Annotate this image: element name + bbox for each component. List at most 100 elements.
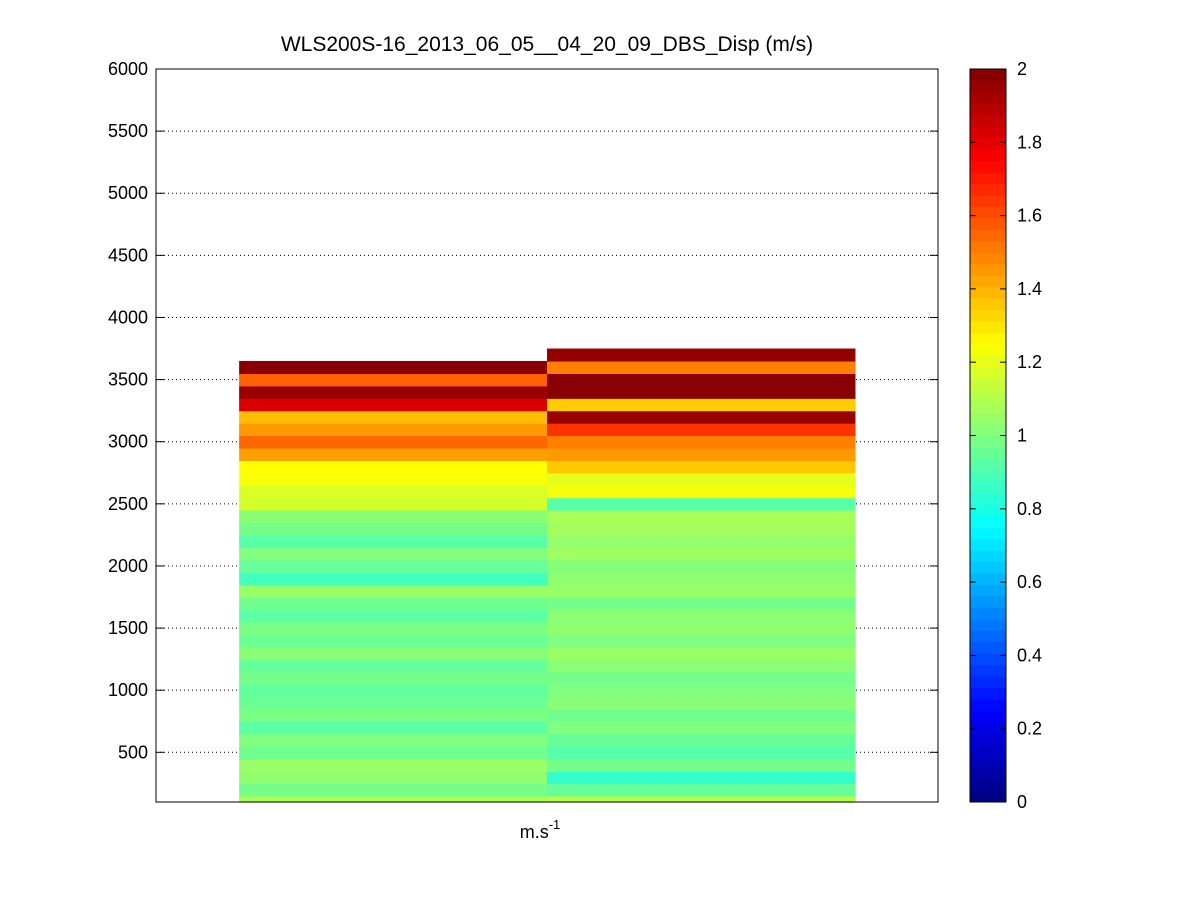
colorbar: 0 0.2 0.4 0.6 0.8 1 1.2 1.4 1.6 1.8 2: [969, 59, 1042, 812]
colorbar-segment: [970, 332, 1006, 345]
y-tick-label: 4000: [108, 307, 148, 327]
colorbar-segment: [970, 698, 1006, 711]
heatmap-cell: [547, 671, 856, 685]
colorbar-segment: [970, 504, 1006, 517]
colorbar-segment: [970, 779, 1006, 792]
colorbar-segment: [970, 618, 1006, 631]
colorbar-segment: [970, 458, 1006, 471]
colorbar-segment: [970, 172, 1006, 185]
colorbar-tick-label: 1.8: [1017, 132, 1042, 152]
heatmap-cell: [239, 584, 548, 598]
colorbar-segment: [970, 183, 1006, 196]
heatmap-cell: [547, 683, 856, 697]
colorbar-segment: [970, 721, 1006, 734]
colorbar-segment: [970, 584, 1006, 597]
colorbar-segment: [970, 572, 1006, 585]
heatmap-cell: [239, 460, 548, 474]
colorbar-tick-label: 1.2: [1017, 352, 1042, 372]
heatmap-cell: [239, 547, 548, 561]
heatmap-cell: [547, 510, 856, 524]
heatmap-cell: [547, 584, 856, 598]
colorbar-segment: [970, 515, 1006, 528]
heatmap-cell: [239, 721, 548, 735]
x-axis-label-base: m.s: [520, 822, 549, 842]
colorbar-segment: [970, 137, 1006, 150]
colorbar-segment: [970, 389, 1006, 402]
heatmap-cell: [239, 410, 548, 424]
x-axis-label-exponent: -1: [549, 817, 561, 832]
heatmap-cell: [239, 597, 548, 611]
colorbar-segment: [970, 492, 1006, 505]
heatmap-cell: [239, 621, 548, 635]
heatmap-cell: [239, 510, 548, 524]
colorbar-segment: [970, 286, 1006, 299]
y-tick-label: 5000: [108, 183, 148, 203]
colorbar-segment: [970, 676, 1006, 688]
colorbar-segment: [970, 275, 1006, 288]
colorbar-segment: [970, 744, 1006, 757]
colorbar-segment: [970, 263, 1006, 276]
heatmap-cell: [547, 485, 856, 499]
heatmap-cell: [239, 659, 548, 673]
colorbar-segment: [970, 412, 1006, 425]
colorbar-segment: [970, 733, 1006, 746]
heatmap-cell: [547, 646, 856, 660]
heatmap-cell: [239, 385, 548, 399]
heatmap-cell: [239, 472, 548, 486]
heatmap-cell: [547, 447, 856, 461]
heatmap-cell: [239, 522, 548, 536]
colorbar-tick-label: 1.6: [1017, 206, 1042, 226]
colorbar-segment: [970, 366, 1006, 379]
y-tick-label: 500: [118, 742, 148, 762]
colorbar-tick-label: 0.6: [1017, 572, 1042, 592]
y-tick-label: 1000: [108, 680, 148, 700]
heatmap-cell: [239, 360, 548, 374]
colorbar-segment: [970, 630, 1006, 643]
heatmap-cell: [239, 572, 548, 586]
heatmap-cell: [547, 398, 856, 412]
heatmap-cell: [547, 373, 856, 387]
heatmap-cell: [547, 572, 856, 586]
x-axis-label: m.s-1: [520, 817, 561, 842]
heatmap-cell: [547, 385, 856, 399]
plot-frame: [155, 68, 939, 803]
heatmap-cell: [547, 522, 856, 536]
heatmap-cell: [547, 472, 856, 486]
heatmap-cell: [239, 696, 548, 710]
colorbar-segment: [970, 160, 1006, 173]
heatmap-cell: [239, 485, 548, 499]
heatmap-cell: [239, 683, 548, 697]
colorbar-segment: [970, 320, 1006, 333]
heatmap-cell: [547, 435, 856, 449]
colorbar-segment: [970, 91, 1006, 104]
heatmap-cell: [239, 733, 548, 747]
heatmap-cell: [547, 795, 856, 803]
heatmap-cell: [547, 721, 856, 735]
heatmap-cell: [547, 634, 856, 648]
plot-area: 500 1000 1500 2000 2500 3000 3500 4000 4500 5000 5…: [108, 59, 939, 803]
colorbar-segment: [970, 790, 1006, 803]
colorbar-segment: [970, 343, 1006, 356]
colorbar-segment: [970, 687, 1006, 700]
y-tick-label: 2000: [108, 556, 148, 576]
heatmap-cell: [239, 708, 548, 722]
heatmap-cell: [547, 423, 856, 437]
heatmap-cell: [547, 547, 856, 561]
colorbar-segment: [970, 80, 1006, 93]
colorbar-segment: [970, 446, 1006, 459]
heatmap-cell: [547, 460, 856, 474]
colorbar-tick-label: 0.2: [1017, 719, 1042, 739]
heatmap-cell: [547, 410, 856, 424]
heatmap-cell: [239, 609, 548, 623]
colorbar-tick-label: 2: [1017, 59, 1027, 79]
colorbar-segment: [970, 355, 1006, 368]
colorbar-segment: [970, 527, 1006, 540]
heatmap-cell: [239, 497, 548, 511]
heatmap-cell: [239, 423, 548, 437]
heatmap-cell: [239, 770, 548, 784]
colorbar-segment: [970, 240, 1006, 253]
y-tick-label: 4500: [108, 245, 148, 265]
heatmap-cell: [239, 435, 548, 449]
colorbar-segment: [970, 607, 1006, 620]
